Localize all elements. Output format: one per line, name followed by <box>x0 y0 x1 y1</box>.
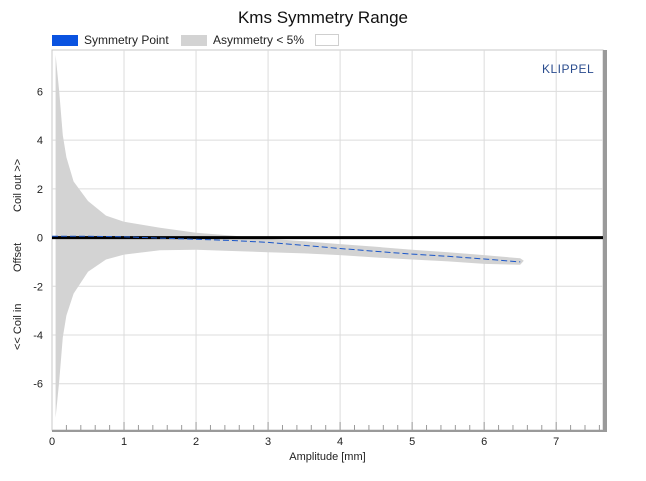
legend-label: Symmetry Point <box>84 33 169 47</box>
legend-swatch-blue <box>52 34 78 46</box>
plot-right-shadow <box>603 50 607 432</box>
x-tick-label: 5 <box>409 436 415 448</box>
y-tick-label: 6 <box>37 86 43 98</box>
legend-entry-asymmetry: Asymmetry < 5% <box>181 33 304 47</box>
x-tick-labels: 0 1 2 3 4 5 6 7 <box>49 436 559 448</box>
legend-swatch-white <box>315 34 339 46</box>
y-tick-label: 0 <box>37 233 43 245</box>
x-tick-label: 6 <box>481 436 487 448</box>
x-tick-label: 1 <box>121 436 127 448</box>
y-axis-label-coil-out: Coil out >> <box>12 158 24 212</box>
y-tick-label: -4 <box>33 330 43 342</box>
chart-title: Kms Symmetry Range <box>237 8 409 27</box>
legend-entry-symmetry-point: Symmetry Point <box>52 33 169 47</box>
symmetry-point-line <box>52 235 521 263</box>
x-tick-label: 7 <box>553 436 559 448</box>
legend-entry-blank <box>315 33 345 47</box>
x-tick-label: 2 <box>193 436 199 448</box>
y-tick-label: -2 <box>33 281 43 293</box>
y-tick-labels: 6 4 2 0 -2 -4 -6 <box>33 86 43 390</box>
y-tick-label: 4 <box>37 135 43 147</box>
legend-label: Asymmetry < 5% <box>213 33 305 47</box>
x-axis-label: Amplitude [mm] <box>289 451 366 463</box>
y-axis-label-coil-in: << Coil in <box>12 303 24 350</box>
y-tick-label: -6 <box>33 379 43 391</box>
klippel-watermark: KLIPPEL <box>542 62 595 76</box>
y-axis-label: << Coil in Offset Coil out >> <box>12 158 34 350</box>
x-tick-label: 3 <box>265 436 271 448</box>
y-tick-label: 2 <box>37 184 43 196</box>
legend-swatch-gray <box>181 34 207 46</box>
x-tick-label: 0 <box>49 436 55 448</box>
y-axis-label-offset: Offset <box>12 242 24 272</box>
x-tick-label: 4 <box>337 436 343 448</box>
plot-bottom-shadow <box>52 430 607 432</box>
x-minor-ticks <box>65 422 600 430</box>
